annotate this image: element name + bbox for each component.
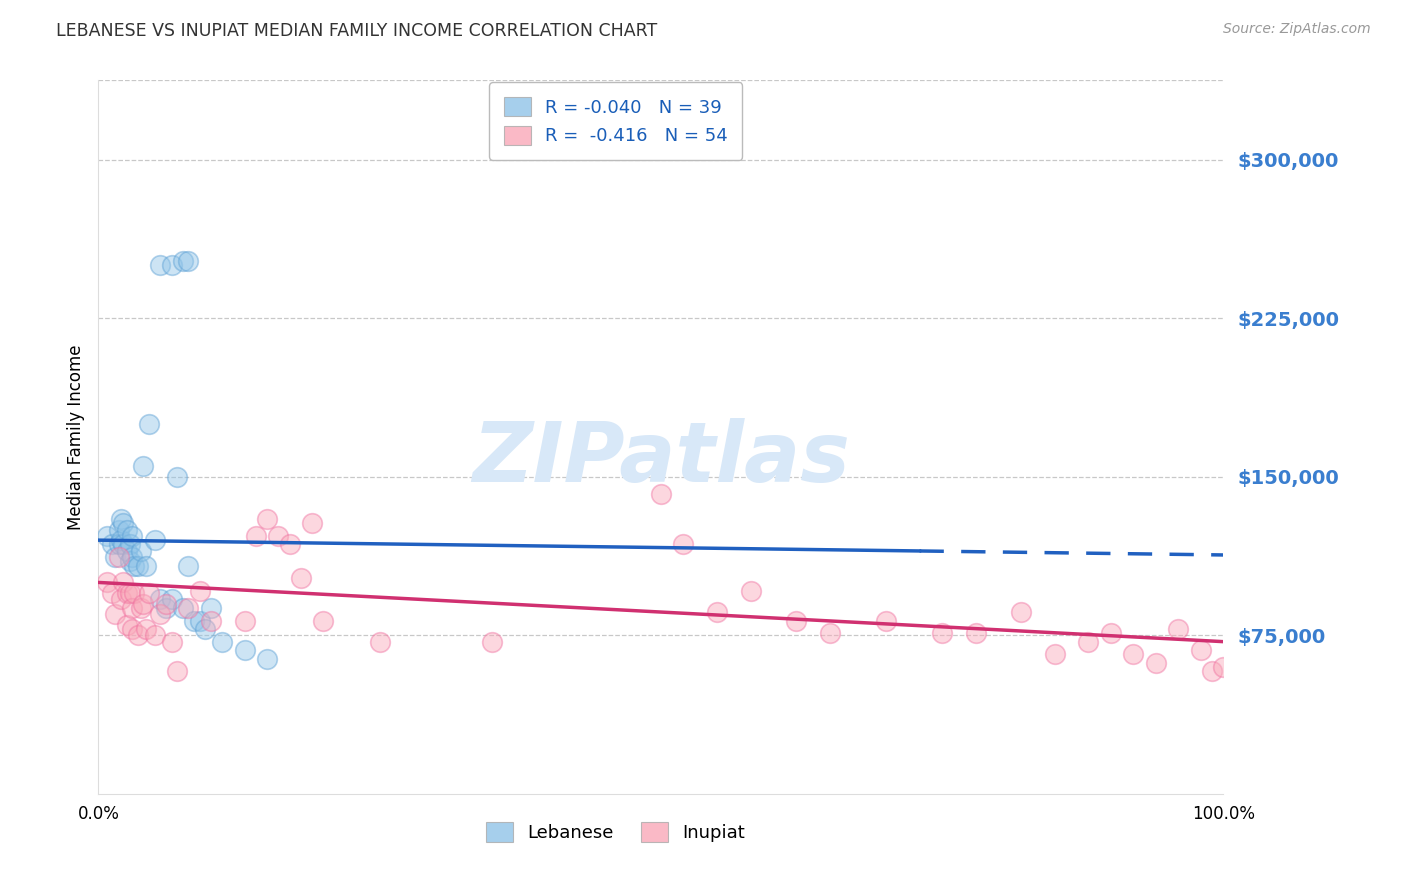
Point xyxy=(177,558,200,573)
Point xyxy=(301,516,323,531)
Point xyxy=(110,533,132,548)
Point xyxy=(1212,660,1234,674)
Point xyxy=(290,571,312,585)
Point xyxy=(166,665,188,679)
Point xyxy=(965,626,987,640)
Point xyxy=(160,592,183,607)
Point xyxy=(155,597,177,611)
Point xyxy=(650,486,672,500)
Point xyxy=(132,459,155,474)
Point xyxy=(149,607,172,622)
Point xyxy=(112,575,135,590)
Point xyxy=(188,583,211,598)
Point xyxy=(149,258,172,272)
Point xyxy=(115,586,138,600)
Point xyxy=(211,634,233,648)
Point xyxy=(107,550,129,565)
Point xyxy=(672,537,695,551)
Point xyxy=(1122,648,1144,662)
Point xyxy=(110,512,132,526)
Point xyxy=(706,605,728,619)
Point xyxy=(1189,643,1212,657)
Point xyxy=(177,254,200,268)
Point xyxy=(256,512,278,526)
Point xyxy=(115,543,138,558)
Point xyxy=(818,626,841,640)
Point xyxy=(124,586,146,600)
Point xyxy=(127,628,149,642)
Point xyxy=(245,529,267,543)
Point xyxy=(188,614,211,628)
Point xyxy=(194,622,217,636)
Point xyxy=(312,614,335,628)
Point xyxy=(143,533,166,548)
Point xyxy=(172,600,194,615)
Point xyxy=(101,586,124,600)
Point xyxy=(110,592,132,607)
Point xyxy=(121,550,143,565)
Point xyxy=(135,622,157,636)
Point xyxy=(172,254,194,268)
Point xyxy=(104,550,127,565)
Point xyxy=(200,614,222,628)
Point xyxy=(368,634,391,648)
Point xyxy=(278,537,301,551)
Point xyxy=(1167,622,1189,636)
Point xyxy=(121,529,143,543)
Point xyxy=(127,558,149,573)
Point xyxy=(107,523,129,537)
Point xyxy=(177,600,200,615)
Point xyxy=(200,600,222,615)
Point xyxy=(233,614,256,628)
Point xyxy=(740,583,762,598)
Point xyxy=(183,614,205,628)
Point xyxy=(96,529,118,543)
Point xyxy=(107,537,129,551)
Point xyxy=(118,586,141,600)
Point xyxy=(135,558,157,573)
Text: ZIPatlas: ZIPatlas xyxy=(472,418,849,499)
Point xyxy=(115,617,138,632)
Point xyxy=(481,634,503,648)
Point xyxy=(129,600,152,615)
Point xyxy=(149,592,172,607)
Point xyxy=(1077,634,1099,648)
Point xyxy=(1043,648,1066,662)
Point xyxy=(101,537,124,551)
Point xyxy=(1201,665,1223,679)
Point xyxy=(112,537,135,551)
Point xyxy=(1144,656,1167,670)
Point xyxy=(155,600,177,615)
Point xyxy=(875,614,897,628)
Point xyxy=(1099,626,1122,640)
Point xyxy=(256,651,278,665)
Point xyxy=(785,614,807,628)
Point xyxy=(118,554,141,568)
Y-axis label: Median Family Income: Median Family Income xyxy=(66,344,84,530)
Point xyxy=(160,258,183,272)
Point xyxy=(112,516,135,531)
Point xyxy=(115,523,138,537)
Point xyxy=(138,586,160,600)
Point xyxy=(1010,605,1032,619)
Point xyxy=(160,634,183,648)
Point xyxy=(166,469,188,483)
Point xyxy=(121,622,143,636)
Point xyxy=(233,643,256,657)
Point xyxy=(138,417,160,431)
Point xyxy=(121,600,143,615)
Point xyxy=(267,529,290,543)
Point xyxy=(143,628,166,642)
Point xyxy=(931,626,953,640)
Point xyxy=(118,537,141,551)
Point xyxy=(124,558,146,573)
Point xyxy=(96,575,118,590)
Text: Source: ZipAtlas.com: Source: ZipAtlas.com xyxy=(1223,22,1371,37)
Text: LEBANESE VS INUPIAT MEDIAN FAMILY INCOME CORRELATION CHART: LEBANESE VS INUPIAT MEDIAN FAMILY INCOME… xyxy=(56,22,658,40)
Point xyxy=(104,607,127,622)
Point xyxy=(132,597,155,611)
Point xyxy=(129,543,152,558)
Legend: Lebanese, Inupiat: Lebanese, Inupiat xyxy=(479,814,752,849)
